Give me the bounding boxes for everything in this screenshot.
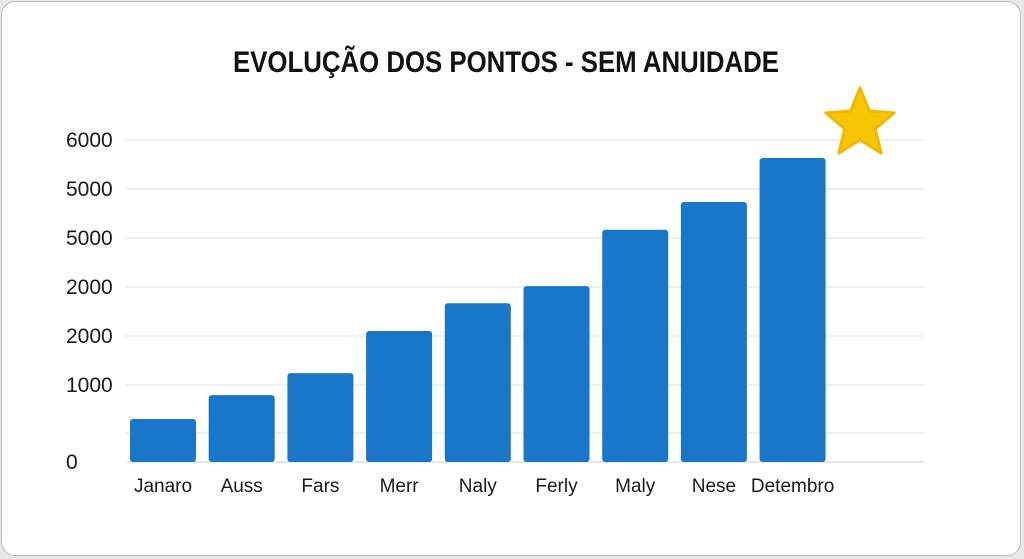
bar xyxy=(444,303,511,462)
star-icon xyxy=(824,86,896,155)
bar xyxy=(759,158,826,462)
y-tick-label: 1000 xyxy=(66,374,113,397)
y-tick-label: 2000 xyxy=(66,276,113,299)
y-tick-label: 5000 xyxy=(66,227,113,250)
x-tick-label: Nese xyxy=(692,476,736,497)
bar xyxy=(602,229,669,462)
x-tick-label: Detembro xyxy=(751,476,834,497)
bar xyxy=(680,201,747,462)
y-tick-label: 6000 xyxy=(66,129,113,152)
bar xyxy=(130,418,196,462)
y-tick-label: 5000 xyxy=(66,178,113,201)
y-tick-label: 2000 xyxy=(66,325,113,348)
y-axis-ticks: 0 1000 2000 2000 5000 5000 6000 xyxy=(66,129,113,474)
x-tick-label: Fars xyxy=(301,476,339,497)
bar xyxy=(208,395,275,462)
y-tick-label: 0 xyxy=(66,451,78,474)
x-axis-ticks: Janaro Auss Fars Merr Naly Ferly Maly Nese Detem… xyxy=(134,476,834,497)
x-tick-label: Naly xyxy=(459,476,498,497)
bar xyxy=(523,286,590,462)
bar xyxy=(287,373,354,462)
chart-title: EVOLUÇÃO DOS PONTOS - SEM ANUIDADE xyxy=(233,45,779,78)
x-tick-label: Ferly xyxy=(535,476,578,497)
bars xyxy=(130,158,826,462)
bar xyxy=(366,331,433,462)
x-tick-label: Janaro xyxy=(134,476,192,497)
x-tick-label: Merr xyxy=(380,476,420,497)
x-tick-label: Auss xyxy=(221,476,263,497)
x-tick-label: Maly xyxy=(615,476,656,497)
